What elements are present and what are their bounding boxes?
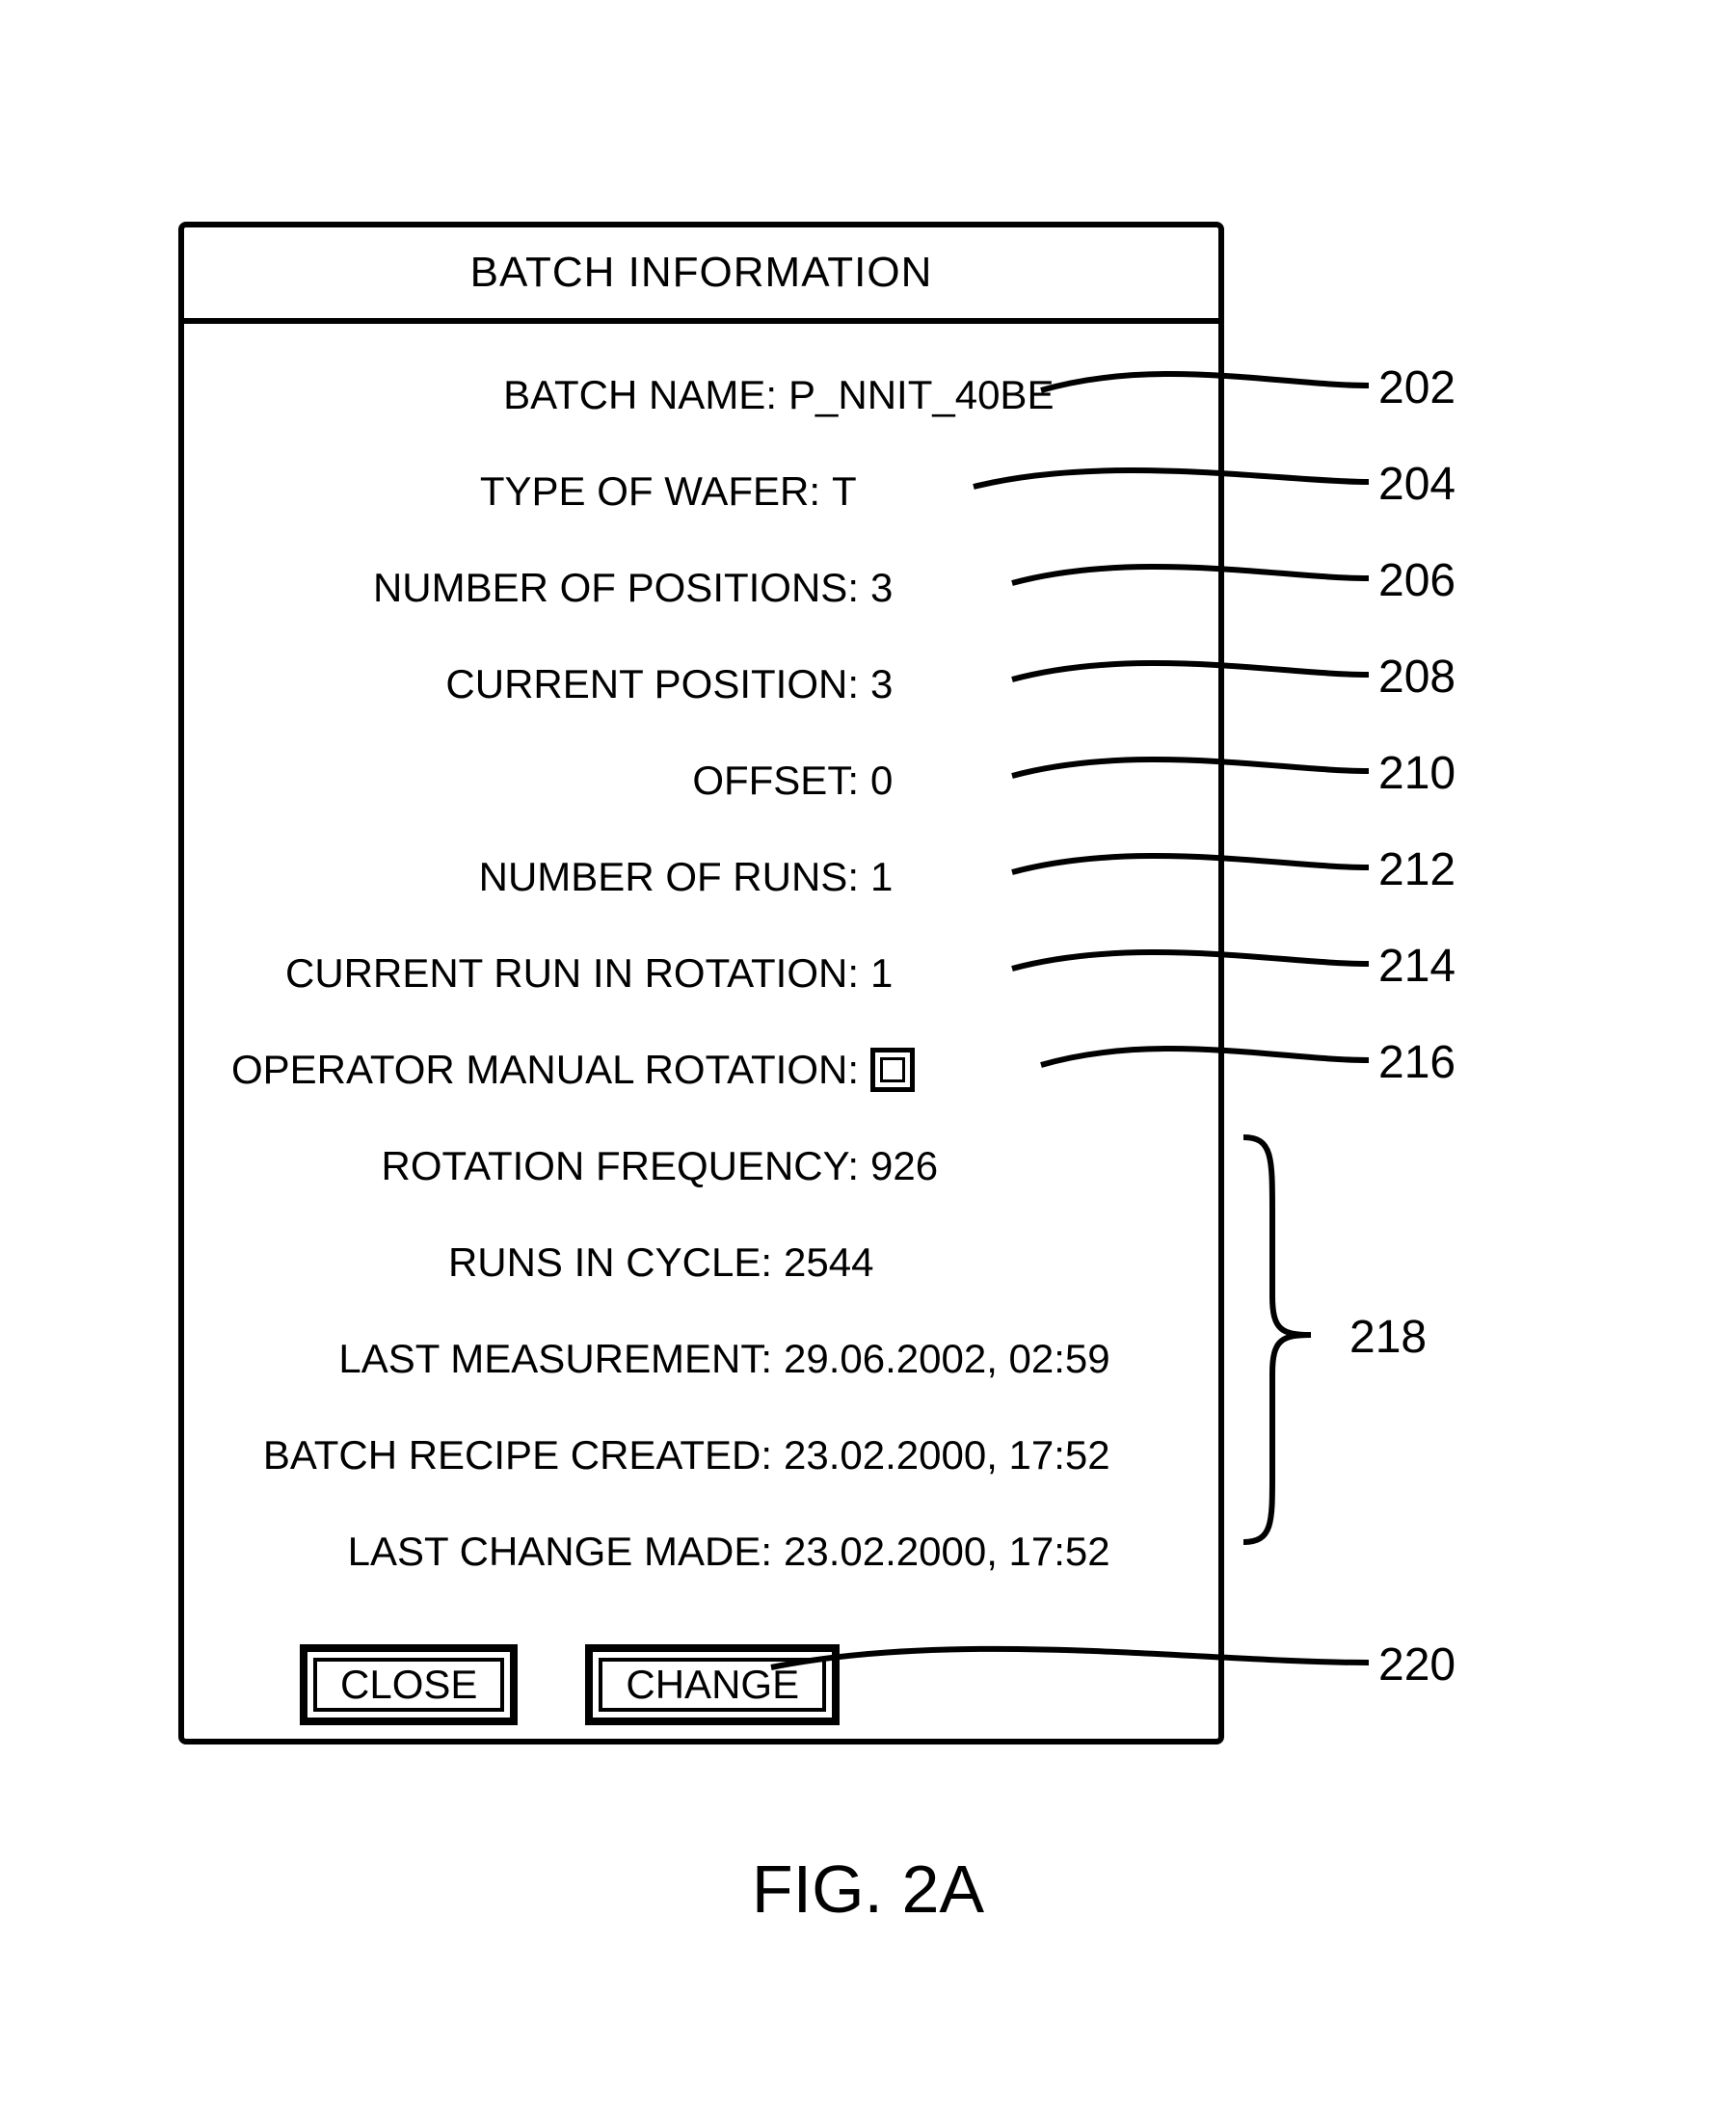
label-batch-name: BATCH NAME: — [184, 372, 777, 418]
value-current-run: 1 — [859, 950, 893, 997]
callout-208: 208 — [1378, 651, 1456, 704]
row-manual-rotation: OPERATOR MANUAL ROTATION: — [184, 1047, 1218, 1093]
label-offset: OFFSET: — [184, 758, 859, 804]
change-button[interactable]: CHANGE — [585, 1644, 840, 1725]
label-current-position: CURRENT POSITION: — [184, 661, 859, 707]
callout-204: 204 — [1378, 458, 1456, 511]
row-current-run: CURRENT RUN IN ROTATION: 1 — [184, 950, 1218, 997]
row-num-positions: NUMBER OF POSITIONS: 3 — [184, 565, 1218, 611]
label-rotation-frequency: ROTATION FREQUENCY: — [184, 1143, 859, 1189]
value-offset: 0 — [859, 758, 893, 804]
row-recipe-created: BATCH RECIPE CREATED: 23.02.2000, 17:52 — [184, 1432, 1218, 1478]
value-last-change: 23.02.2000, 17:52 — [772, 1529, 1110, 1575]
button-row: CLOSE CHANGE — [184, 1644, 1218, 1725]
callout-214: 214 — [1378, 940, 1456, 993]
label-last-change: LAST CHANGE MADE: — [184, 1529, 772, 1575]
dialog-title: BATCH INFORMATION — [184, 227, 1218, 324]
callout-216: 216 — [1378, 1036, 1456, 1089]
close-button[interactable]: CLOSE — [300, 1644, 518, 1725]
label-num-positions: NUMBER OF POSITIONS: — [184, 565, 859, 611]
label-manual-rotation: OPERATOR MANUAL ROTATION: — [184, 1047, 859, 1093]
value-rotation-frequency: 926 — [859, 1143, 938, 1189]
label-last-measurement: LAST MEASUREMENT: — [184, 1336, 772, 1382]
callout-202: 202 — [1378, 361, 1456, 414]
checkbox-manual-rotation[interactable] — [870, 1048, 915, 1092]
figure-label: FIG. 2A — [0, 1851, 1736, 1928]
row-current-position: CURRENT POSITION: 3 — [184, 661, 1218, 707]
callout-212: 212 — [1378, 843, 1456, 896]
row-batch-name: BATCH NAME: P_NNIT_40BE — [184, 372, 1218, 418]
value-num-runs: 1 — [859, 854, 893, 900]
label-runs-in-cycle: RUNS IN CYCLE: — [184, 1239, 772, 1286]
row-num-runs: NUMBER OF RUNS: 1 — [184, 854, 1218, 900]
dialog-body: BATCH NAME: P_NNIT_40BE TYPE OF WAFER: T… — [184, 324, 1218, 1739]
callout-218: 218 — [1349, 1311, 1427, 1364]
row-last-measurement: LAST MEASUREMENT: 29.06.2002, 02:59 — [184, 1336, 1218, 1382]
row-wafer-type: TYPE OF WAFER: T — [184, 468, 1218, 515]
value-last-measurement: 29.06.2002, 02:59 — [772, 1336, 1110, 1382]
row-runs-in-cycle: RUNS IN CYCLE: 2544 — [184, 1239, 1218, 1286]
value-num-positions: 3 — [859, 565, 893, 611]
figure-canvas: BATCH INFORMATION BATCH NAME: P_NNIT_40B… — [0, 0, 1736, 2104]
row-offset: OFFSET: 0 — [184, 758, 1218, 804]
row-last-change: LAST CHANGE MADE: 23.02.2000, 17:52 — [184, 1529, 1218, 1575]
callout-210: 210 — [1378, 747, 1456, 800]
label-num-runs: NUMBER OF RUNS: — [184, 854, 859, 900]
value-batch-name: P_NNIT_40BE — [777, 372, 1054, 418]
callout-206: 206 — [1378, 554, 1456, 607]
value-current-position: 3 — [859, 661, 893, 707]
label-recipe-created: BATCH RECIPE CREATED: — [184, 1432, 772, 1478]
batch-info-dialog: BATCH INFORMATION BATCH NAME: P_NNIT_40B… — [178, 222, 1224, 1744]
label-current-run: CURRENT RUN IN ROTATION: — [184, 950, 859, 997]
value-runs-in-cycle: 2544 — [772, 1239, 873, 1286]
value-recipe-created: 23.02.2000, 17:52 — [772, 1432, 1110, 1478]
row-rotation-frequency: ROTATION FREQUENCY: 926 — [184, 1143, 1218, 1189]
value-wafer-type: T — [820, 468, 857, 515]
label-wafer-type: TYPE OF WAFER: — [184, 468, 820, 515]
callout-220: 220 — [1378, 1638, 1456, 1691]
